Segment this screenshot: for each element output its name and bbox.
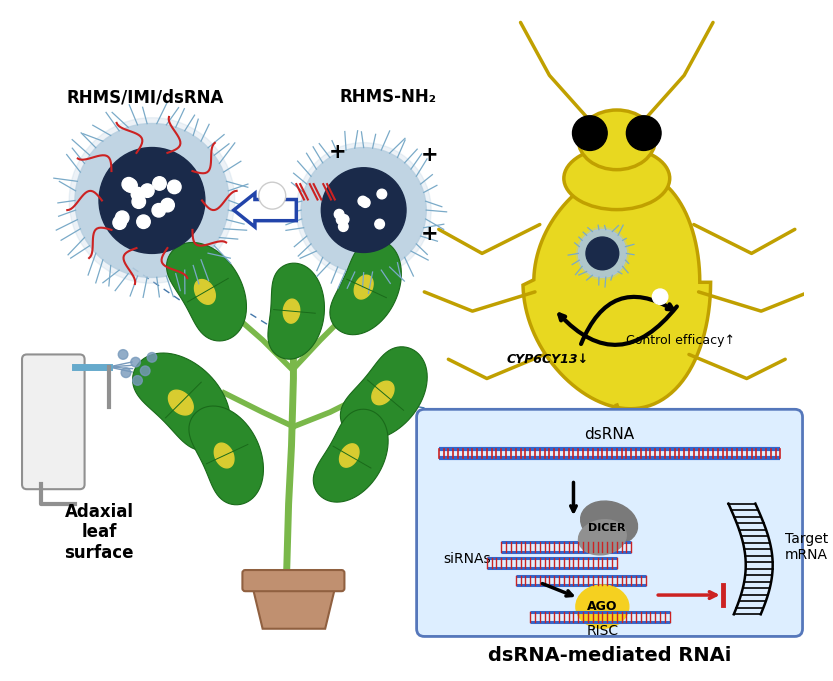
- Circle shape: [75, 123, 229, 277]
- Circle shape: [137, 215, 150, 228]
- Polygon shape: [523, 170, 711, 409]
- Ellipse shape: [578, 110, 656, 170]
- Circle shape: [377, 189, 387, 199]
- Circle shape: [99, 148, 205, 253]
- Circle shape: [626, 116, 661, 151]
- Circle shape: [167, 180, 181, 193]
- Polygon shape: [341, 347, 427, 440]
- Polygon shape: [168, 390, 193, 415]
- Circle shape: [334, 210, 344, 219]
- Circle shape: [122, 178, 136, 191]
- Text: RHMS/IMI/dsRNA: RHMS/IMI/dsRNA: [67, 89, 224, 106]
- Circle shape: [132, 376, 142, 385]
- Polygon shape: [189, 406, 263, 505]
- Circle shape: [116, 211, 129, 225]
- Circle shape: [131, 358, 141, 367]
- Circle shape: [576, 227, 628, 279]
- Polygon shape: [268, 263, 324, 359]
- Ellipse shape: [581, 501, 637, 545]
- Circle shape: [161, 198, 174, 212]
- Text: AGO: AGO: [587, 600, 617, 613]
- Polygon shape: [354, 275, 373, 299]
- Circle shape: [259, 183, 286, 209]
- Circle shape: [152, 177, 167, 190]
- Text: dsRNA: dsRNA: [585, 427, 635, 442]
- Circle shape: [361, 197, 370, 208]
- Circle shape: [586, 237, 619, 270]
- Text: Adaxial
leaf
surface: Adaxial leaf surface: [64, 503, 134, 563]
- Circle shape: [339, 215, 349, 224]
- Circle shape: [338, 222, 348, 232]
- FancyArrow shape: [234, 193, 297, 227]
- Circle shape: [141, 366, 150, 376]
- Circle shape: [652, 289, 668, 304]
- Polygon shape: [340, 444, 359, 467]
- Text: +: +: [421, 145, 438, 165]
- Text: +: +: [421, 224, 438, 244]
- Ellipse shape: [564, 147, 670, 210]
- Ellipse shape: [578, 520, 626, 555]
- Text: +: +: [329, 142, 347, 162]
- Text: Control efficacy↑: Control efficacy↑: [626, 334, 736, 347]
- Circle shape: [375, 219, 385, 229]
- Circle shape: [301, 148, 426, 272]
- Polygon shape: [313, 409, 388, 502]
- Text: DICER: DICER: [588, 523, 626, 533]
- FancyBboxPatch shape: [22, 354, 85, 489]
- Text: dsRNA-mediated RNAi: dsRNA-mediated RNAi: [488, 646, 731, 665]
- Circle shape: [358, 196, 367, 206]
- Ellipse shape: [576, 585, 629, 629]
- Polygon shape: [194, 279, 215, 304]
- Circle shape: [118, 349, 128, 360]
- Text: Target
mRNA: Target mRNA: [786, 532, 829, 562]
- Circle shape: [69, 118, 235, 283]
- Circle shape: [152, 204, 166, 217]
- Circle shape: [322, 168, 406, 253]
- Polygon shape: [251, 581, 337, 629]
- Polygon shape: [283, 299, 300, 323]
- Polygon shape: [372, 381, 394, 405]
- FancyBboxPatch shape: [416, 409, 802, 637]
- Circle shape: [337, 215, 346, 225]
- Circle shape: [124, 179, 137, 192]
- Circle shape: [141, 184, 154, 197]
- Circle shape: [113, 216, 127, 229]
- Circle shape: [132, 195, 146, 208]
- Circle shape: [121, 368, 131, 377]
- Circle shape: [578, 229, 626, 277]
- Polygon shape: [214, 443, 234, 468]
- Polygon shape: [167, 242, 247, 341]
- Circle shape: [147, 353, 157, 362]
- Text: RISC: RISC: [586, 624, 618, 637]
- FancyBboxPatch shape: [242, 570, 344, 591]
- Text: siRNAs: siRNAs: [443, 552, 491, 567]
- Text: RHMS-NH₂: RHMS-NH₂: [339, 89, 436, 106]
- Polygon shape: [330, 240, 402, 335]
- Circle shape: [297, 142, 431, 278]
- Polygon shape: [132, 353, 231, 451]
- Circle shape: [572, 116, 607, 151]
- Text: CYP6CY13↓: CYP6CY13↓: [506, 353, 588, 366]
- Circle shape: [132, 187, 145, 201]
